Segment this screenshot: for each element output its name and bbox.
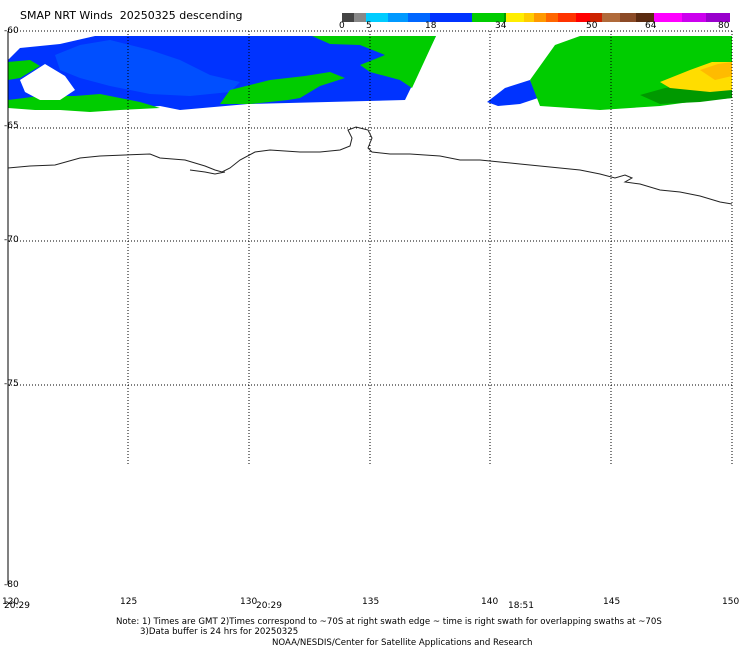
lat-label: -70 xyxy=(4,235,19,245)
colorbar-label: 0 xyxy=(339,21,345,31)
colorbar-swatch xyxy=(430,13,472,22)
colorbar-label: 34 xyxy=(495,21,507,31)
colorbar-swatch xyxy=(602,13,620,22)
colorbar-swatch xyxy=(506,13,524,22)
colorbar-label: 64 xyxy=(645,21,657,31)
colorbar-label: 5 xyxy=(366,21,372,31)
colorbar-swatch xyxy=(636,13,654,22)
colorbar-swatch xyxy=(534,13,546,22)
colorbar-swatch xyxy=(354,13,366,22)
lon-label: 145 xyxy=(603,597,621,607)
colorbar-swatches xyxy=(342,13,730,22)
colorbar-swatch xyxy=(388,13,408,22)
credit-line: NOAA/NESDIS/Center for Satellite Applica… xyxy=(272,638,533,648)
colorbar-swatch xyxy=(682,13,706,22)
swath-time: 20:29 xyxy=(256,601,282,611)
colorbar-swatch xyxy=(472,13,504,22)
lat-label: -65 xyxy=(4,121,19,131)
note-line-1: Note: 1) Times are GMT 2)Times correspon… xyxy=(116,617,662,627)
colorbar-label: 80 xyxy=(718,21,730,31)
colorbar-swatch xyxy=(558,13,576,22)
wind-swath-green-lower xyxy=(220,72,345,104)
lon-label: 120 xyxy=(2,597,20,607)
lat-label: -80 xyxy=(4,580,19,590)
lon-label: 125 xyxy=(120,597,138,607)
lat-label: -60 xyxy=(4,26,19,36)
colorbar-swatch xyxy=(620,13,636,22)
wind-swath-right-blue xyxy=(487,80,538,106)
lon-label: 135 xyxy=(362,597,380,607)
lon-label: 140 xyxy=(481,597,499,607)
colorbar-label: 18 xyxy=(425,21,437,31)
swath-time: 20:29 xyxy=(4,601,30,611)
colorbar-label: 50 xyxy=(586,21,598,31)
wind-swath-green-edge xyxy=(8,60,40,80)
swath-time: 18:51 xyxy=(508,601,534,611)
wind-speed-colorbar xyxy=(342,7,730,22)
colorbar-swatch xyxy=(524,13,534,22)
colorbar-swatch xyxy=(706,13,730,22)
colorbar-swatch xyxy=(590,13,602,22)
antarctic-coastline xyxy=(7,126,733,205)
coastline-detail xyxy=(189,169,226,175)
wind-swath-mid-blue xyxy=(55,40,240,96)
lon-label: 130 xyxy=(240,597,258,607)
map-title: SMAP NRT Winds 20250325 descending xyxy=(20,9,243,22)
lon-label: 150 xyxy=(722,597,740,607)
wind-swath-right-orange xyxy=(700,62,732,80)
colorbar-swatch xyxy=(654,13,682,22)
lat-label: -75 xyxy=(4,379,19,389)
note-line-2: 3)Data buffer is 24 hrs for 20250325 xyxy=(140,627,299,637)
colorbar-swatch xyxy=(546,13,558,22)
swath-gap xyxy=(20,64,75,100)
colorbar-swatch xyxy=(366,13,388,22)
colorbar-swatch xyxy=(342,13,354,22)
wind-swath-green-top xyxy=(312,36,436,88)
colorbar-swatch xyxy=(408,13,430,22)
colorbar-swatch xyxy=(576,13,590,22)
